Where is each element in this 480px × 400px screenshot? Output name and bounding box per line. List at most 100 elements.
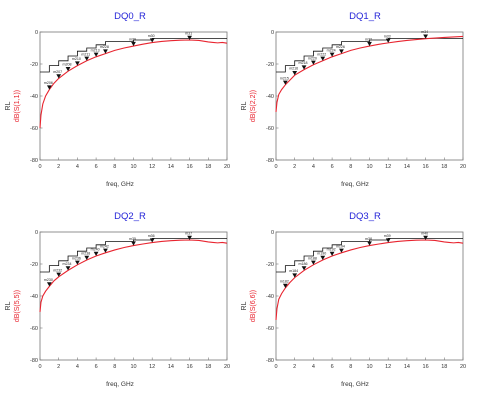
x-tick-label: 20 bbox=[460, 364, 466, 370]
plot-frame bbox=[39, 31, 228, 161]
marker-label: m194 bbox=[336, 244, 345, 248]
x-tick-label: 6 bbox=[95, 164, 98, 170]
marker-label: m38 bbox=[365, 237, 372, 241]
x-tick-label: 14 bbox=[404, 164, 410, 170]
x-tick-label: 18 bbox=[441, 164, 447, 170]
marker-label: m36 bbox=[148, 234, 155, 238]
marker-triangle bbox=[75, 260, 80, 265]
x-tick-label: 12 bbox=[149, 164, 155, 170]
marker-label: m211 bbox=[81, 52, 90, 56]
marker-triangle bbox=[84, 56, 90, 61]
marker-label: m182 bbox=[280, 280, 289, 284]
marker-triangle bbox=[311, 60, 316, 65]
x-axis-label: freq, GHz bbox=[106, 381, 134, 388]
spec-mask-line bbox=[40, 238, 227, 273]
y-tick-label: -20 bbox=[30, 262, 38, 268]
x-tick-label: 6 bbox=[331, 164, 334, 170]
marker-triangle bbox=[329, 52, 335, 57]
marker-triangle bbox=[301, 65, 307, 70]
marker-triangle bbox=[187, 235, 192, 240]
y-tick-label: -40 bbox=[30, 94, 38, 100]
x-tick-label: 2 bbox=[57, 364, 60, 370]
marker-triangle bbox=[103, 248, 108, 253]
y-tick-label: -80 bbox=[30, 358, 38, 364]
x-axis-label: freq, GHz bbox=[106, 181, 134, 188]
marker-triangle bbox=[46, 282, 52, 287]
marker-triangle bbox=[84, 255, 90, 260]
marker-triangle bbox=[187, 35, 192, 40]
marker-label: m39 bbox=[384, 234, 391, 238]
x-tick-label: 0 bbox=[274, 164, 277, 170]
spec-mask-line bbox=[276, 38, 463, 73]
x-tick-label: 20 bbox=[224, 364, 230, 370]
marker-label: m215 bbox=[280, 76, 289, 80]
marker-label: m232 bbox=[53, 268, 62, 272]
plot-svg: 0 2 4 6 8 10 12 14 16 18 200-20-40-60-80m206m207m2… bbox=[30, 30, 230, 170]
x-tick-label: 12 bbox=[385, 164, 391, 170]
y-tick-label: 0 bbox=[271, 230, 274, 236]
marker-label: m192 bbox=[327, 248, 336, 252]
marker-triangle bbox=[93, 251, 99, 256]
marker-triangle bbox=[301, 266, 307, 271]
marker-triangle bbox=[423, 34, 428, 39]
marker-label: m230 bbox=[44, 278, 53, 282]
marker-triangle bbox=[423, 235, 428, 240]
x-tick-label: 4 bbox=[76, 164, 79, 170]
marker-label: m33 bbox=[384, 34, 391, 38]
marker-label: m34 bbox=[421, 30, 428, 34]
x-tick-label: 10 bbox=[366, 364, 372, 370]
y-tick-label: -20 bbox=[266, 262, 274, 268]
chart-panel-dq0: DQ0_R RL dB(S(1,1)) 0 2 4 6 8 10 12 14 16 18 20 0 -2… bbox=[0, 0, 240, 200]
x-tick-label: 16 bbox=[187, 164, 193, 170]
x-tick-label: 2 bbox=[57, 164, 60, 170]
marker-label: m236 bbox=[72, 256, 81, 260]
chart-panel-dq3: DQ3_R RL dB(S(6,6)) 0 2 4 6 8 10 12 14 16 18 20 0 -2… bbox=[240, 200, 480, 400]
marker-triangle bbox=[292, 71, 298, 76]
marker-triangle bbox=[320, 255, 326, 260]
x-tick-label: 14 bbox=[168, 364, 174, 370]
x-tick-label: 0 bbox=[274, 364, 277, 370]
marker-triangle bbox=[367, 41, 372, 47]
x-tick-label: 0 bbox=[38, 164, 41, 170]
marker-triangle bbox=[131, 241, 136, 246]
return-loss-curve bbox=[275, 239, 464, 321]
marker-label: m224 bbox=[327, 48, 336, 52]
y-tick-label: 0 bbox=[35, 30, 38, 36]
marker-triangle bbox=[329, 251, 335, 256]
marker-triangle bbox=[149, 238, 155, 243]
marker-label: m37 bbox=[185, 232, 192, 236]
x-tick-label: 8 bbox=[349, 364, 352, 370]
y-tick-label: -60 bbox=[30, 326, 38, 332]
chart-title: DQ2_R bbox=[114, 211, 146, 222]
marker-label: m238 bbox=[81, 252, 90, 256]
plot-frame bbox=[275, 231, 464, 361]
marker-triangle bbox=[320, 56, 326, 61]
marker-triangle bbox=[292, 273, 298, 278]
marker-triangle bbox=[56, 74, 62, 79]
marker-label: m226 bbox=[336, 45, 345, 49]
marker-triangle bbox=[282, 283, 288, 288]
plot-svg: 0 2 4 6 8 10 12 14 16 18 200-20-40-60-80m182m184m1… bbox=[266, 230, 466, 370]
marker-label: m188 bbox=[308, 256, 317, 260]
marker-triangle bbox=[56, 272, 62, 277]
marker-label: m35 bbox=[129, 237, 136, 241]
x-tick-label: 10 bbox=[130, 164, 136, 170]
x-tick-label: 6 bbox=[95, 364, 98, 370]
spec-mask-line bbox=[40, 38, 227, 73]
x-tick-label: 4 bbox=[312, 164, 315, 170]
marker-triangle bbox=[131, 41, 136, 47]
x-tick-label: 0 bbox=[38, 364, 41, 370]
marker-label: m206 bbox=[44, 81, 53, 85]
marker-triangle bbox=[385, 38, 391, 43]
marker-triangle bbox=[46, 85, 52, 90]
y-tick-label: -80 bbox=[30, 158, 38, 164]
chart-title: DQ1_R bbox=[349, 11, 381, 22]
x-tick-label: 4 bbox=[76, 364, 79, 370]
x-tick-label: 2 bbox=[293, 364, 296, 370]
y-tick-label: -40 bbox=[266, 94, 274, 100]
marker-label: m210 bbox=[72, 57, 81, 61]
marker-label: m29 bbox=[129, 38, 136, 42]
y-tick-label: -20 bbox=[30, 62, 38, 68]
chart-title: DQ3_R bbox=[349, 211, 381, 222]
marker-label: m184 bbox=[289, 269, 298, 273]
